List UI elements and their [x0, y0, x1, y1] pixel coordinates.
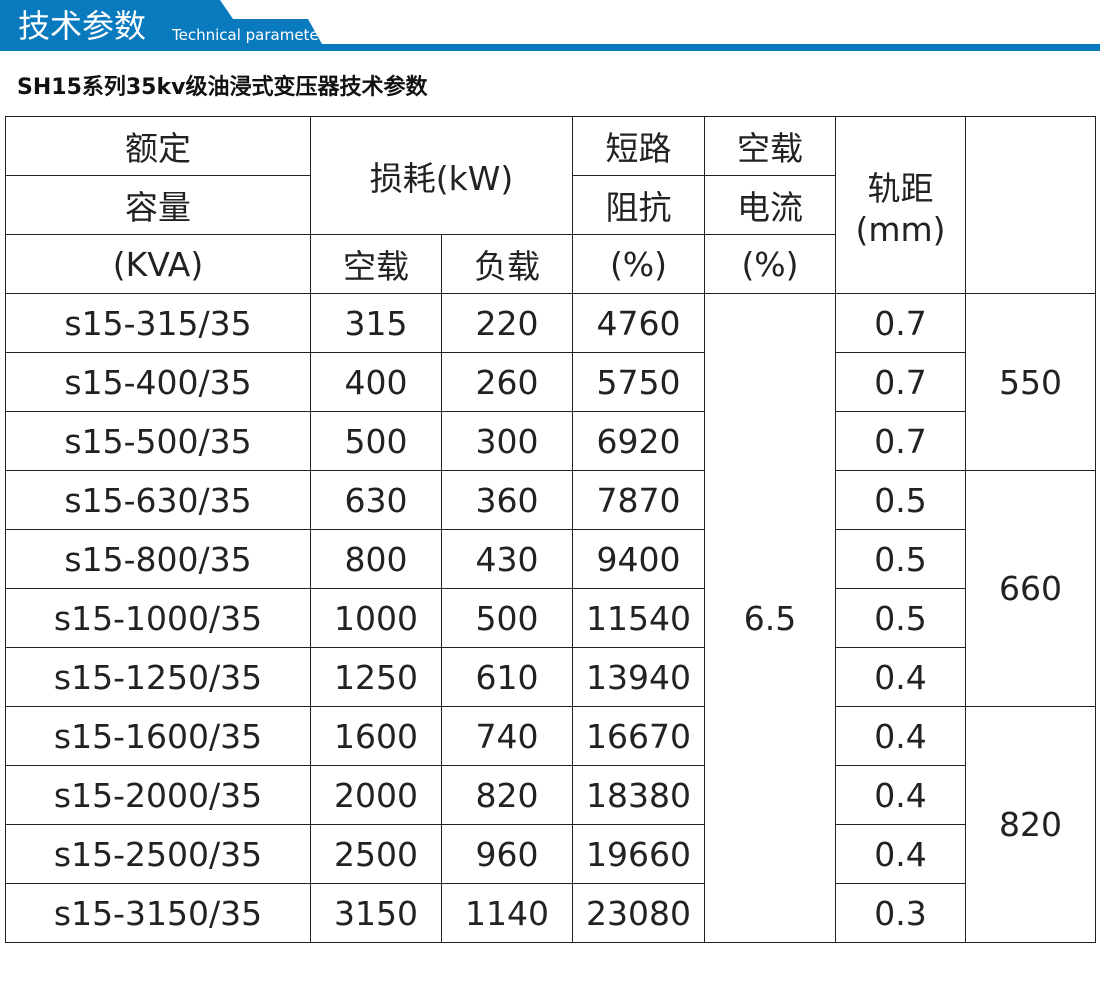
noload-loss-cell: 315: [310, 293, 442, 353]
current-value-cell: 0.5: [835, 470, 966, 530]
model-cell: s15-630/35: [5, 470, 311, 530]
header-current-3: (%): [704, 234, 836, 294]
impedance-cell: 19660: [572, 824, 705, 884]
noload-loss-cell: 630: [310, 470, 442, 530]
header-impedance-3: (%): [572, 234, 705, 294]
header-current-2: 电流: [704, 175, 836, 235]
header-impedance-2: 阻抗: [572, 175, 705, 235]
header-capacity-2: 容量: [5, 175, 311, 235]
impedance-cell: 9400: [572, 529, 705, 589]
impedance-cell: 4760: [572, 293, 705, 353]
table-heading: SH15系列35kv级油浸式变压器技术参数: [17, 75, 428, 100]
table-row: s15-400/35 400 260 5750 0.7: [5, 352, 1096, 412]
noload-loss-cell: 1600: [310, 706, 442, 766]
current-value-cell: 0.3: [835, 883, 966, 943]
impedance-cell: 13940: [572, 647, 705, 707]
current-value-cell: 0.5: [835, 588, 966, 648]
model-cell: s15-2000/35: [5, 765, 311, 825]
impedance-cell: 16670: [572, 706, 705, 766]
table-row: s15-630/35 630 360 7870 0.5 660: [5, 470, 1096, 707]
spec-table: 额定 损耗(kW) 短路 空载 轨距 (mm) 容量 阻抗 电流 (KVA) 空载…: [5, 116, 1096, 943]
header-loss-load: 负载: [441, 234, 573, 294]
noload-loss-cell: 2500: [310, 824, 442, 884]
model-cell: s15-315/35: [5, 293, 311, 353]
header-row: 容量 阻抗 电流: [5, 175, 1096, 235]
current-value-cell: 0.4: [835, 824, 966, 884]
model-cell: s15-1600/35: [5, 706, 311, 766]
load-loss-cell: 610: [441, 647, 573, 707]
load-loss-cell: 740: [441, 706, 573, 766]
header-loss: 损耗(kW): [310, 116, 573, 235]
impedance-cell: 11540: [572, 588, 705, 648]
load-loss-cell: 300: [441, 411, 573, 471]
load-loss-cell: 1140: [441, 883, 573, 943]
current-value-cell: 0.7: [835, 411, 966, 471]
header-impedance-1: 短路: [572, 116, 705, 176]
load-loss-cell: 960: [441, 824, 573, 884]
table-row: s15-1250/35 1250 610 13940 0.4: [5, 647, 1096, 707]
current-value-cell: 0.4: [835, 706, 966, 766]
model-cell: s15-1250/35: [5, 647, 311, 707]
table-row: s15-1000/35 1000 500 11540 0.5: [5, 588, 1096, 648]
impedance-cell: 7870: [572, 470, 705, 530]
gauge-group-cell: 660: [965, 470, 1096, 707]
model-cell: s15-800/35: [5, 529, 311, 589]
header-loss-noload: 空载: [310, 234, 442, 294]
gauge-group-cell: 820: [965, 706, 1096, 943]
load-loss-cell: 500: [441, 588, 573, 648]
header-row: 额定 损耗(kW) 短路 空载 轨距 (mm): [5, 116, 1096, 294]
gauge-group-cell: 550: [965, 293, 1096, 471]
noload-loss-cell: 1000: [310, 588, 442, 648]
header-capacity-1: 额定: [5, 116, 311, 176]
model-cell: s15-3150/35: [5, 883, 311, 943]
load-loss-cell: 430: [441, 529, 573, 589]
noload-loss-cell: 3150: [310, 883, 442, 943]
header-current-1: 空载: [704, 116, 836, 176]
table-row: s15-315/35 315 220 4760 6.5 0.7 550: [5, 293, 1096, 943]
load-loss-cell: 360: [441, 470, 573, 530]
current-value-cell: 0.7: [835, 293, 966, 353]
current-value-cell: 0.7: [835, 352, 966, 412]
noload-loss-cell: 800: [310, 529, 442, 589]
impedance-cell: 23080: [572, 883, 705, 943]
table-row: s15-2000/35 2000 820 18380 0.4: [5, 765, 1096, 825]
load-loss-cell: 260: [441, 352, 573, 412]
current-value-cell: 0.5: [835, 529, 966, 589]
banner-subtitle: Technical parameter: [172, 26, 325, 44]
load-loss-cell: 820: [441, 765, 573, 825]
model-cell: s15-500/35: [5, 411, 311, 471]
table-row: s15-1600/35 1600 740 16670 0.4 820: [5, 706, 1096, 943]
impedance-cell: 6920: [572, 411, 705, 471]
model-cell: s15-400/35: [5, 352, 311, 412]
banner-title: 技术参数: [18, 7, 147, 45]
header-capacity-3: (KVA): [5, 234, 311, 294]
model-cell: s15-1000/35: [5, 588, 311, 648]
noload-loss-cell: 2000: [310, 765, 442, 825]
table-row: s15-800/35 800 430 9400 0.5: [5, 529, 1096, 589]
header-blank: [965, 116, 1096, 294]
current-value-cell: 0.4: [835, 647, 966, 707]
model-cell: s15-2500/35: [5, 824, 311, 884]
load-loss-cell: 220: [441, 293, 573, 353]
impedance-cell: 5750: [572, 352, 705, 412]
table-row: s15-500/35 500 300 6920 0.7: [5, 411, 1096, 471]
noload-loss-cell: 400: [310, 352, 442, 412]
section-banner: [0, 0, 1100, 51]
table-row: s15-3150/35 3150 1140 23080 0.3: [5, 883, 1096, 943]
noload-loss-cell: 500: [310, 411, 442, 471]
current-value-cell: 0.4: [835, 765, 966, 825]
noload-current-cell: 6.5: [704, 293, 836, 943]
noload-loss-cell: 1250: [310, 647, 442, 707]
impedance-cell: 18380: [572, 765, 705, 825]
table-row: s15-2500/35 2500 960 19660 0.4: [5, 824, 1096, 884]
header-gauge: 轨距 (mm): [835, 116, 966, 294]
